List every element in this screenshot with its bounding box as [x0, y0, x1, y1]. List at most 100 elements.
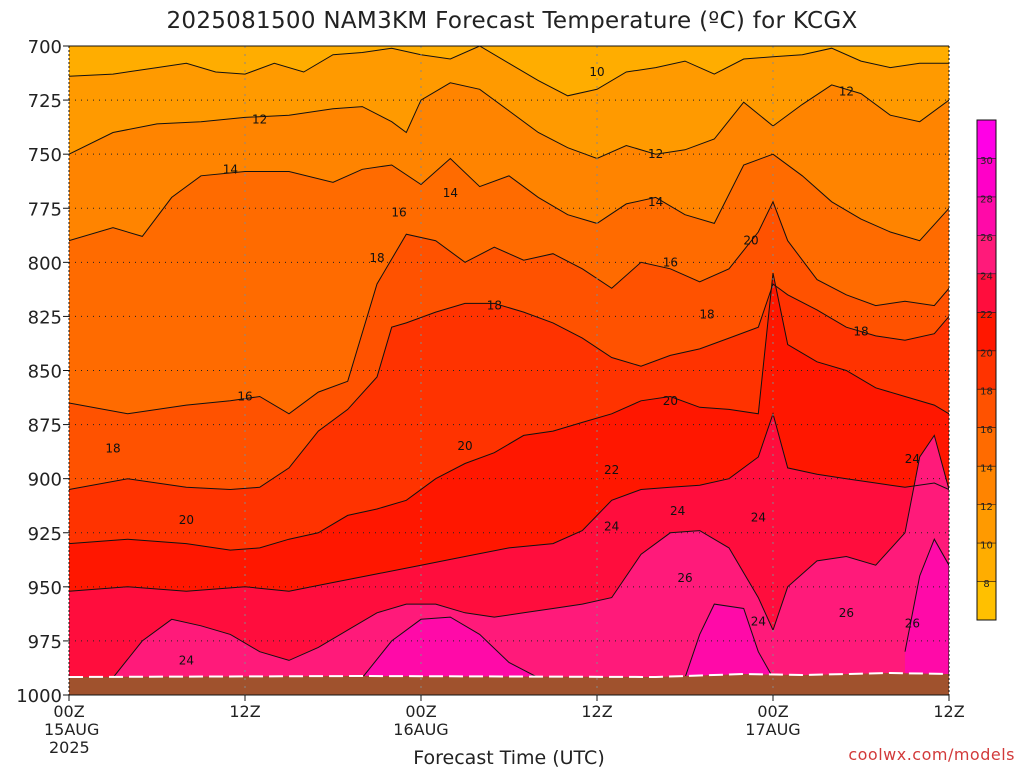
- contour-line-14-2: [69, 153, 949, 242]
- colorbar-swatch: [977, 427, 996, 467]
- contour-label: 24: [179, 653, 194, 667]
- contour-label: 16: [237, 389, 252, 403]
- colorbar-label: 24: [980, 271, 993, 282]
- y-tick-label: 700: [28, 37, 62, 58]
- y-tick-label: 725: [28, 91, 62, 112]
- contour-label: 14: [443, 186, 458, 200]
- colorbar-swatch: [977, 273, 996, 313]
- y-tick-label: 1000: [16, 686, 62, 707]
- x-tick-label: 00Z: [53, 702, 84, 721]
- y-tick-label: 750: [28, 145, 62, 166]
- colorbar-swatch: [977, 158, 996, 198]
- contour-label: 14: [648, 195, 663, 209]
- contour-label: 18: [487, 299, 502, 313]
- colorbar-label: 16: [980, 425, 993, 436]
- colorbar-swatch: [977, 543, 996, 583]
- y-tick-label: 875: [28, 416, 62, 437]
- contour-label: 24: [604, 519, 619, 533]
- contour-label: 22: [604, 463, 619, 477]
- y-tick-label: 950: [28, 578, 62, 599]
- y-tick-label: 825: [28, 307, 62, 328]
- y-tick-label: 925: [28, 524, 62, 545]
- y-tick-label: 975: [28, 632, 62, 653]
- y-tick-label: 775: [28, 199, 62, 220]
- credit-label: coolwx.com/models: [848, 745, 1015, 764]
- axes: 7007257507758008258508759009259509751000…: [16, 37, 965, 757]
- colorbar-swatch: [977, 581, 996, 621]
- chart-title: 2025081500 NAM3KM Forecast Temperature (…: [166, 8, 857, 34]
- contour-label: 24: [670, 504, 685, 518]
- x-tick-date-label: 15AUG: [44, 720, 99, 739]
- colorbar-label: 22: [980, 310, 993, 321]
- contour-label: 12: [252, 113, 267, 127]
- x-tick-date-label: 17AUG: [745, 720, 800, 739]
- colorbar-label: 18: [980, 387, 993, 398]
- x-tick-date-label: 16AUG: [393, 720, 448, 739]
- x-axis-label: Forecast Time (UTC): [413, 747, 604, 768]
- colorbar-label: 30: [980, 156, 993, 167]
- contour-line-26-8: [361, 616, 539, 679]
- ground-surface-edge: [69, 671, 949, 679]
- contour-label: 16: [663, 255, 678, 269]
- contour-label: 18: [369, 251, 384, 265]
- contour-label: 14: [223, 162, 238, 176]
- contour-label: 16: [391, 206, 406, 220]
- colorbar-frame: [976, 119, 997, 621]
- contour-line-16-3: [69, 200, 949, 415]
- colorbar-label: 20: [980, 348, 993, 359]
- colorbar: 8 10 12 14 16 18 20 22 24 26 28 30: [976, 119, 997, 621]
- colorbar-swatch: [977, 235, 996, 275]
- colorbar-swatch: [977, 466, 996, 506]
- colorbar-label: 28: [980, 194, 993, 205]
- band-fill-26-10: [905, 539, 949, 695]
- colorbar-label: 12: [980, 502, 993, 513]
- contour-label: 26: [677, 571, 692, 585]
- x-tick-label: 00Z: [405, 702, 436, 721]
- contour-label: 24: [751, 614, 766, 628]
- colorbar-label: 10: [980, 541, 993, 552]
- plot-area: [69, 46, 949, 695]
- contour-label: 26: [905, 617, 920, 631]
- colorbar-swatch: [977, 120, 996, 159]
- y-tick-label: 850: [28, 362, 62, 383]
- colorbar-swatch: [977, 350, 996, 390]
- x-tick-label: 12Z: [933, 702, 964, 721]
- ground-surface: [69, 673, 949, 695]
- contour-line-24-7: [112, 434, 949, 679]
- y-tick-label: 800: [28, 253, 62, 274]
- contour-label: 26: [839, 606, 854, 620]
- colorbar-label: 26: [980, 233, 993, 244]
- colorbar-swatch: [977, 196, 996, 236]
- contour-line-22-6: [69, 412, 949, 592]
- contour-label: 18: [699, 307, 714, 321]
- contour-line-20-5: [69, 272, 949, 551]
- colorbar-label: 8: [983, 579, 989, 590]
- contour-label: 24: [905, 452, 920, 466]
- x-tick-label: 12Z: [581, 702, 612, 721]
- contour-label: 18: [853, 325, 868, 339]
- contour-label: 20: [179, 513, 194, 527]
- contour-line-18-4: [69, 283, 949, 491]
- contour-label: 12: [839, 84, 854, 98]
- contour-label: 12: [648, 147, 663, 161]
- contour-label: 20: [457, 439, 472, 453]
- x-tick-label: 12Z: [229, 702, 260, 721]
- colorbar-swatch: [977, 389, 996, 429]
- colorbar-swatch: [977, 504, 996, 544]
- contour-line-12-1: [69, 82, 949, 160]
- contour-line-10-0: [69, 46, 949, 97]
- contour-label: 18: [105, 441, 120, 455]
- contour-labels: 10 12 12 12 14 14 14 16 16 16 18 18 18 18 18 20 20 20 20 22…: [105, 65, 920, 667]
- contour-label: 20: [663, 394, 678, 408]
- y-tick-label: 900: [28, 470, 62, 491]
- contour-label: 20: [743, 234, 758, 248]
- x-tick-label: 00Z: [757, 702, 788, 721]
- contour-label: 10: [589, 65, 604, 79]
- x-tick-year-label: 2025: [49, 738, 90, 757]
- colorbar-label: 14: [980, 464, 993, 475]
- contour-label: 24: [751, 511, 766, 525]
- colorbar-swatch: [977, 312, 996, 352]
- contour-line-26-10: [904, 538, 949, 678]
- band-fill-26-9: [685, 604, 773, 695]
